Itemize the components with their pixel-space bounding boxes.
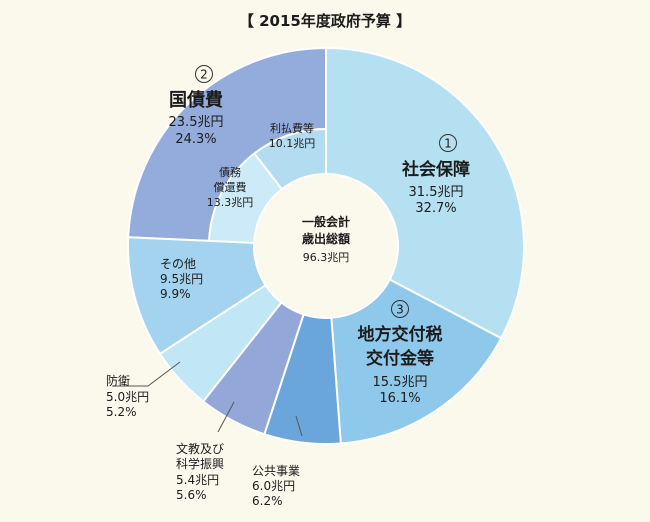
label-debt-redemption: 債務償還費 bbox=[214, 165, 247, 194]
slice-interest bbox=[252, 127, 327, 191]
value-education: 5.4兆円 5.6% bbox=[176, 473, 219, 502]
label-defense: 防衛 bbox=[106, 373, 130, 388]
center-total: 96.3兆円 bbox=[303, 251, 350, 264]
label-public-works: 公共事業 bbox=[252, 464, 300, 478]
value-social-security: 31.5兆円 32.7% bbox=[409, 185, 464, 216]
center-label: 一般会計歳出総額 96.3兆円 bbox=[302, 214, 350, 264]
slice-local-tax bbox=[330, 278, 503, 445]
value-debt-group: 23.5兆円 24.3% bbox=[169, 115, 224, 147]
num-local-tax: 3 bbox=[391, 300, 409, 318]
slices bbox=[127, 46, 525, 445]
value-local-tax: 15.5兆円 16.1% bbox=[373, 375, 428, 406]
slice-other bbox=[127, 236, 267, 356]
label-interest: 利払費等 bbox=[270, 121, 314, 135]
svg-text:1: 1 bbox=[444, 137, 452, 151]
label-other: その他 bbox=[160, 257, 196, 271]
value-interest: 10.1兆円 bbox=[269, 137, 316, 150]
leader-education bbox=[217, 401, 235, 433]
svg-text:3: 3 bbox=[396, 303, 404, 317]
value-debt-redemption: 13.3兆円 bbox=[207, 196, 254, 209]
leader-lines bbox=[112, 361, 303, 437]
label-social-security: 社会保障 bbox=[401, 159, 470, 180]
num-debt-group: 2 bbox=[195, 65, 213, 83]
value-defense: 5.0兆円 5.2% bbox=[106, 390, 149, 419]
center-title: 一般会計歳出総額 bbox=[302, 214, 350, 246]
chart-title: 【 2015年度政府予算 】 bbox=[239, 12, 411, 30]
value-other: 9.5兆円 9.9% bbox=[160, 272, 203, 301]
leader-defense bbox=[112, 361, 181, 387]
label-education: 文教及び科学振興 bbox=[176, 441, 224, 471]
svg-text:2: 2 bbox=[200, 68, 208, 82]
label-local-tax: 地方交付税交付金等 bbox=[358, 324, 443, 369]
slice-social-security bbox=[325, 46, 525, 340]
label-debt-group: 国債費 bbox=[169, 89, 223, 111]
leader-public-works bbox=[295, 415, 303, 437]
num-social-security: 1 bbox=[439, 134, 457, 152]
slice-labels: 1 社会保障 31.5兆円 32.7% 3 地方交付税交付金等 15.5兆円 16.1% 2 国債… bbox=[106, 65, 470, 508]
value-public-works: 6.0兆円 6.2% bbox=[252, 479, 295, 508]
